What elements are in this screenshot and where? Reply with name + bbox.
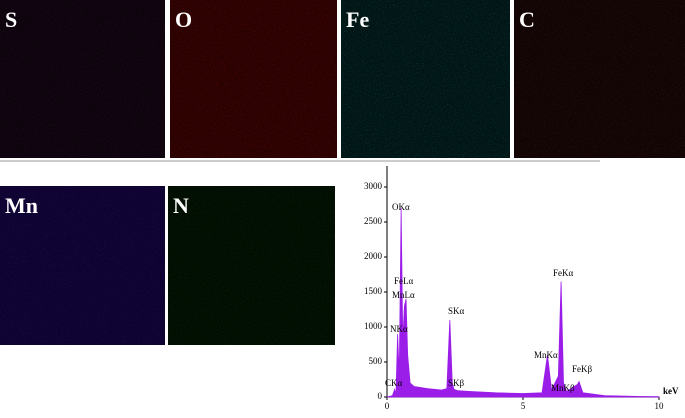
y-tick-label: 1000 <box>364 321 383 331</box>
tint <box>168 186 335 345</box>
tint <box>0 0 165 158</box>
x-tick-label: 10 <box>655 401 665 411</box>
x-axis-label: keV <box>663 386 679 396</box>
peak-label: OKα <box>392 202 410 212</box>
peak-label: MnKβ <box>551 383 575 393</box>
y-tick-label: 1500 <box>364 286 383 296</box>
map-speckle <box>341 0 510 158</box>
map-label: N <box>173 193 189 218</box>
peak-label: FeLα <box>394 276 413 286</box>
tint <box>170 0 337 158</box>
x-tick-label: 5 <box>521 401 526 411</box>
tint <box>0 186 165 345</box>
peak-label: NKα <box>390 324 408 334</box>
map-label: O <box>175 7 192 32</box>
tint <box>514 0 685 158</box>
y-tick-label: 2500 <box>364 216 383 226</box>
map-label: Fe <box>346 7 369 32</box>
map-label: Mn <box>5 193 38 218</box>
y-tick-label: 0 <box>378 391 383 401</box>
y-tick-label: 3000 <box>364 181 383 191</box>
map-label: C <box>519 7 535 32</box>
tint <box>341 0 510 158</box>
peak-label: MnKα <box>534 350 558 360</box>
map-speckle <box>168 186 335 345</box>
peak-label: MnLα <box>392 290 415 300</box>
y-tick-label: 500 <box>369 356 383 366</box>
map-speckle <box>514 0 685 158</box>
peak-label: CKα <box>385 378 403 388</box>
map-label: S <box>5 7 17 32</box>
peak-label: SKβ <box>448 378 465 388</box>
y-tick-label: 2000 <box>364 251 383 261</box>
peak-label: SKα <box>448 306 465 316</box>
peak-label: FeKα <box>553 268 573 278</box>
spectrum <box>386 207 660 398</box>
plot-panel <box>355 165 685 413</box>
peak-label: FeKβ <box>572 364 592 374</box>
map-speckle <box>0 0 165 158</box>
map-speckle <box>170 0 337 158</box>
map-speckle <box>0 186 165 345</box>
x-tick-label: 0 <box>385 401 390 411</box>
